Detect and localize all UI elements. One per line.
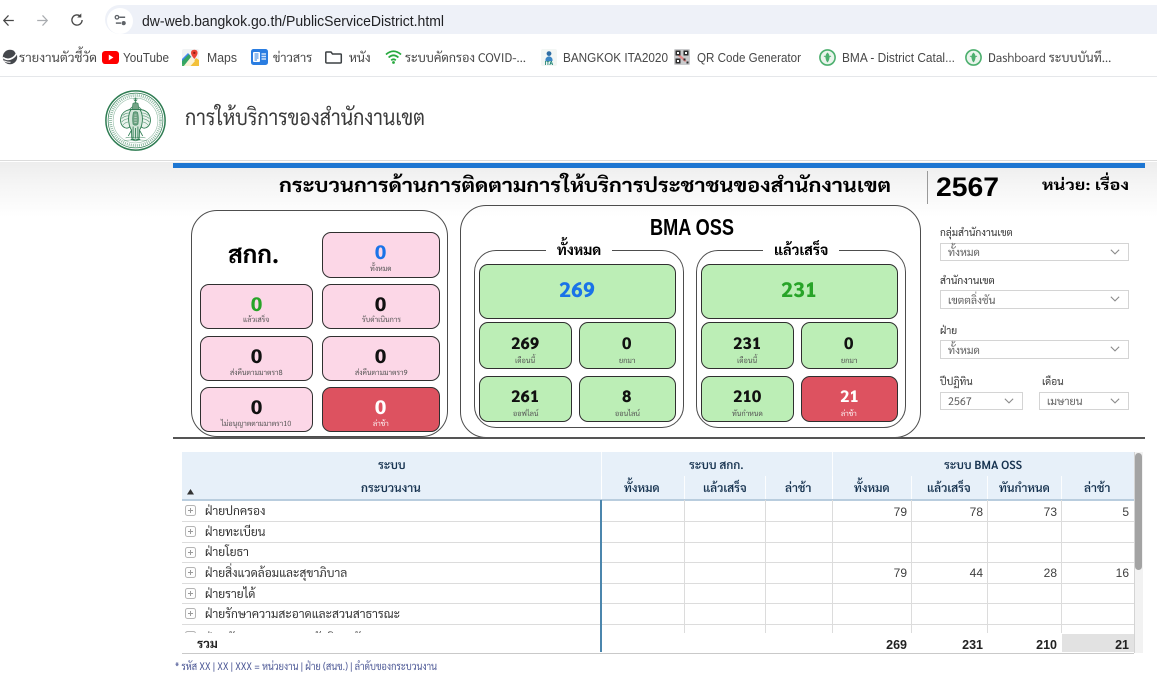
svg-text:dw-web.bangkok.go.th/PublicSer: dw-web.bangkok.go.th/PublicServiceDistri… xyxy=(142,13,444,30)
svg-text:BMA - District Catal...: BMA - District Catal... xyxy=(842,50,955,65)
svg-text:73: 73 xyxy=(1043,505,1057,519)
svg-text:269: 269 xyxy=(886,638,907,652)
svg-text:210: 210 xyxy=(1036,638,1057,652)
svg-text:21: 21 xyxy=(1115,638,1129,652)
svg-text:16: 16 xyxy=(1116,566,1130,580)
svg-text:ITA: ITA xyxy=(545,61,553,67)
svg-text:QR Code Generator: QR Code Generator xyxy=(697,50,802,65)
svg-text:5: 5 xyxy=(1122,505,1129,519)
svg-text:78: 78 xyxy=(969,505,983,519)
svg-text:BMA OSS: BMA OSS xyxy=(650,214,734,240)
svg-text:231: 231 xyxy=(962,638,983,652)
svg-text:2567: 2567 xyxy=(936,172,999,202)
svg-text:79: 79 xyxy=(893,566,907,580)
svg-text:BANGKOK ITA2020: BANGKOK ITA2020 xyxy=(563,50,668,65)
svg-text:79: 79 xyxy=(893,505,907,519)
svg-text:44: 44 xyxy=(969,566,983,580)
svg-text:Maps: Maps xyxy=(207,50,237,65)
svg-text:YouTube: YouTube xyxy=(123,50,169,65)
svg-text:28: 28 xyxy=(1043,566,1057,580)
